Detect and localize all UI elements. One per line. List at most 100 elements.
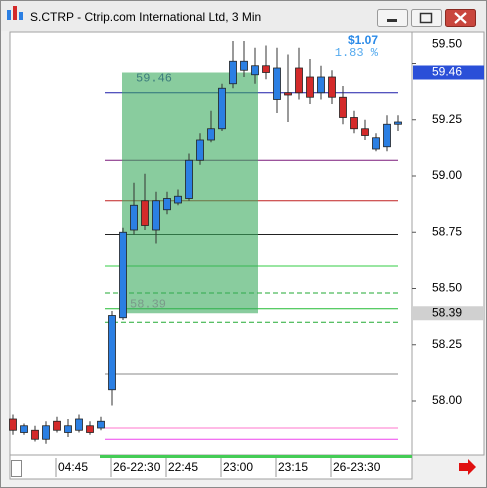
price-axis <box>411 31 485 456</box>
candle <box>86 421 94 435</box>
candle-body <box>262 65 270 73</box>
x-tick-label: 23:15 <box>278 460 308 474</box>
candle <box>339 86 347 125</box>
candle <box>306 59 314 104</box>
candle <box>383 115 391 152</box>
candle <box>97 416 105 431</box>
candle-body <box>130 204 138 231</box>
x-tick-label: 22:45 <box>168 460 198 474</box>
candle-body <box>229 60 237 85</box>
price-box <box>413 65 484 80</box>
candle-body <box>361 128 369 136</box>
candle-body <box>152 200 160 231</box>
candle-body <box>317 76 325 94</box>
candle <box>152 191 160 244</box>
candle-body <box>207 128 215 141</box>
measure-top-label: 59.46 <box>136 72 172 86</box>
candle-body <box>240 60 248 71</box>
candle <box>284 54 292 122</box>
candle-body <box>196 139 204 161</box>
candle <box>9 414 17 435</box>
candle <box>328 70 336 104</box>
candle-body <box>20 425 28 433</box>
candle-body <box>185 159 193 199</box>
x-tick-label: 26-22:30 <box>113 460 161 474</box>
candle-body <box>394 121 402 125</box>
y-tick-label: 58.00 <box>432 393 462 407</box>
candle <box>394 115 402 131</box>
candle-body <box>86 425 94 433</box>
candle <box>185 153 193 201</box>
candle-body <box>328 76 336 98</box>
price-box <box>413 306 484 321</box>
y-tick-label: 58.25 <box>432 337 462 351</box>
candle <box>229 41 237 89</box>
candle-body <box>42 425 50 440</box>
scroll-indicator[interactable] <box>100 455 412 458</box>
candle-body <box>273 67 281 100</box>
candle-body <box>350 117 358 130</box>
candle-body <box>284 92 292 96</box>
candle <box>207 110 215 143</box>
y-tick-label: 59.00 <box>432 168 462 182</box>
candle-body <box>64 425 72 433</box>
candle <box>119 227 127 320</box>
candle <box>196 133 204 165</box>
x-tick-label: 04:45 <box>58 460 88 474</box>
y-tick-label: 58.50 <box>432 281 462 295</box>
scroll-box[interactable] <box>11 460 22 477</box>
time-axis <box>9 454 413 480</box>
candle-body <box>53 420 61 431</box>
candle-body <box>383 123 391 148</box>
candle-body <box>163 198 171 211</box>
candle-body <box>174 195 182 204</box>
candle <box>372 133 380 152</box>
candle <box>163 191 171 215</box>
price-box-label: 58.39 <box>432 305 462 319</box>
measure-change: $1.07 <box>348 33 378 47</box>
candle <box>240 41 248 77</box>
candle <box>53 416 61 433</box>
candle <box>251 47 259 84</box>
close-button[interactable] <box>445 9 476 27</box>
x-tick-label: 26-23:30 <box>333 460 381 474</box>
candle-body <box>251 65 259 76</box>
candle <box>108 311 116 406</box>
candle-body <box>141 200 149 226</box>
app-icon <box>7 6 23 20</box>
measure-percent: 1.83 % <box>335 46 379 60</box>
candle <box>75 414 83 433</box>
candle <box>64 419 72 437</box>
candle <box>141 173 149 230</box>
candle-body <box>75 418 83 431</box>
minimize-button[interactable] <box>377 9 408 27</box>
candle <box>42 421 50 444</box>
candle <box>317 65 325 100</box>
candle-body <box>339 96 347 118</box>
candle-body <box>218 87 226 130</box>
candle <box>262 45 270 80</box>
candle <box>273 47 281 113</box>
price-box-label: 59.46 <box>432 65 462 79</box>
scroll-right-arrow[interactable] <box>459 459 476 475</box>
candle-body <box>31 429 39 440</box>
candle <box>350 110 358 134</box>
candle-body <box>108 315 116 391</box>
candle <box>361 119 369 140</box>
candle-body <box>97 420 105 429</box>
candle <box>218 83 226 131</box>
candle <box>130 182 138 235</box>
candle <box>31 425 39 442</box>
candle-body <box>372 137 380 150</box>
y-tick-label: 58.75 <box>432 224 462 238</box>
measure-bottom-label: 58.39 <box>130 297 166 311</box>
candle-body <box>119 231 127 319</box>
candle-body <box>9 418 17 431</box>
candle-body <box>295 67 303 94</box>
y-tick-label: 59.25 <box>432 112 462 126</box>
candle <box>20 423 28 435</box>
maximize-button[interactable] <box>411 9 442 27</box>
window-title: S.CTRP - Ctrip.com International Ltd, 3 … <box>30 10 261 24</box>
